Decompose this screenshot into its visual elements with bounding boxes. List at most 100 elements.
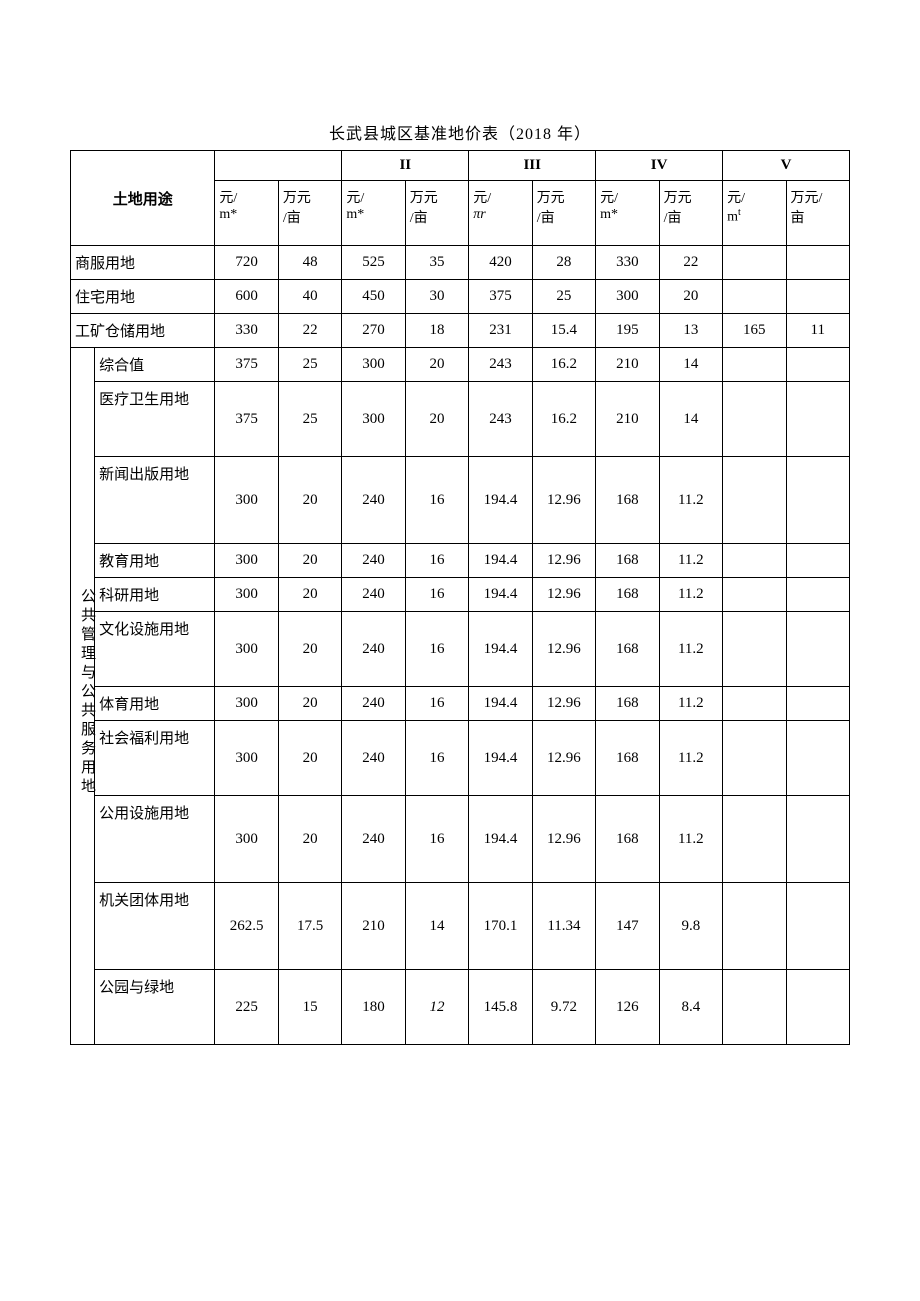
cell: 16 [405, 612, 468, 687]
cell: 300 [596, 280, 659, 314]
header-group-2: II [342, 151, 469, 181]
cell: 168 [596, 796, 659, 883]
cell: 300 [215, 721, 278, 796]
cell [786, 348, 849, 382]
cell: 13 [659, 314, 722, 348]
cell [723, 544, 786, 578]
cell [786, 280, 849, 314]
cell [786, 970, 849, 1045]
header-land-use: 土地用途 [71, 151, 215, 246]
cell: 300 [215, 687, 278, 721]
table-row: 体育用地 300 20 240 16 194.4 12.96 168 11.2 [71, 687, 850, 721]
cell: 168 [596, 544, 659, 578]
header-group-3: III [469, 151, 596, 181]
row-label: 文化设施用地 [95, 612, 215, 687]
row-label: 医疗卫生用地 [95, 382, 215, 457]
header-group-5: V [723, 151, 850, 181]
cell [786, 721, 849, 796]
row-label: 公用设施用地 [95, 796, 215, 883]
cell: 20 [405, 382, 468, 457]
table-row: 医疗卫生用地 375 25 300 20 243 16.2 210 14 [71, 382, 850, 457]
cell [786, 883, 849, 970]
row-label: 商服用地 [71, 246, 215, 280]
cell: 375 [469, 280, 532, 314]
cell: 210 [596, 382, 659, 457]
cell: 168 [596, 457, 659, 544]
group-label-vertical: 公共管理与公共服务用地 [71, 348, 95, 1045]
cell: 20 [278, 578, 341, 612]
cell [723, 612, 786, 687]
cell: 9.72 [532, 970, 595, 1045]
cell: 16.2 [532, 348, 595, 382]
cell: 225 [215, 970, 278, 1045]
cell: 300 [215, 457, 278, 544]
cell: 12.96 [532, 544, 595, 578]
cell: 11.2 [659, 687, 722, 721]
cell [786, 382, 849, 457]
cell: 11.2 [659, 457, 722, 544]
cell: 194.4 [469, 544, 532, 578]
cell [786, 578, 849, 612]
cell: 22 [659, 246, 722, 280]
cell: 48 [278, 246, 341, 280]
cell: 12.96 [532, 457, 595, 544]
cell: 300 [215, 544, 278, 578]
cell: 262.5 [215, 883, 278, 970]
cell: 16 [405, 721, 468, 796]
cell: 240 [342, 457, 405, 544]
cell: 210 [596, 348, 659, 382]
cell: 16.2 [532, 382, 595, 457]
cell: 8.4 [659, 970, 722, 1045]
cell: 12.96 [532, 687, 595, 721]
table-row: 科研用地 300 20 240 16 194.4 12.96 168 11.2 [71, 578, 850, 612]
unit-cell: 元/m* [215, 181, 278, 246]
cell: 11.2 [659, 796, 722, 883]
cell: 231 [469, 314, 532, 348]
cell: 165 [723, 314, 786, 348]
cell [723, 687, 786, 721]
row-label: 新闻出版用地 [95, 457, 215, 544]
cell: 15 [278, 970, 341, 1045]
row-label: 教育用地 [95, 544, 215, 578]
cell: 20 [405, 348, 468, 382]
unit-cell: 元/πr [469, 181, 532, 246]
cell [723, 280, 786, 314]
table-row: 社会福利用地 300 20 240 16 194.4 12.96 168 11.… [71, 721, 850, 796]
price-table: 土地用途 II III IV V 元/m* 万元/亩 元/m* 万元/亩 元/π… [70, 150, 850, 1045]
cell [723, 721, 786, 796]
cell: 600 [215, 280, 278, 314]
unit-cell: 元/m* [342, 181, 405, 246]
cell: 20 [278, 721, 341, 796]
cell: 168 [596, 578, 659, 612]
cell: 14 [659, 348, 722, 382]
cell: 147 [596, 883, 659, 970]
table-row: 公共管理与公共服务用地 综合值 375 25 300 20 243 16.2 2… [71, 348, 850, 382]
cell: 240 [342, 721, 405, 796]
cell: 11.2 [659, 612, 722, 687]
cell [786, 246, 849, 280]
cell: 12.96 [532, 721, 595, 796]
cell: 14 [659, 382, 722, 457]
cell: 20 [278, 612, 341, 687]
unit-cell: 元/m* [596, 181, 659, 246]
cell: 12.96 [532, 796, 595, 883]
cell: 35 [405, 246, 468, 280]
cell: 25 [532, 280, 595, 314]
row-label: 综合值 [95, 348, 215, 382]
cell: 16 [405, 457, 468, 544]
cell: 12.96 [532, 612, 595, 687]
table-header-groups: 土地用途 II III IV V [71, 151, 850, 181]
table-row: 文化设施用地 300 20 240 16 194.4 12.96 168 11.… [71, 612, 850, 687]
cell: 300 [215, 796, 278, 883]
unit-cell: 万元/亩 [278, 181, 341, 246]
cell [723, 578, 786, 612]
cell: 16 [405, 578, 468, 612]
cell: 420 [469, 246, 532, 280]
row-label: 体育用地 [95, 687, 215, 721]
header-group-4: IV [596, 151, 723, 181]
cell: 11 [786, 314, 849, 348]
cell: 180 [342, 970, 405, 1045]
cell [723, 246, 786, 280]
cell: 300 [342, 382, 405, 457]
cell: 194.4 [469, 721, 532, 796]
